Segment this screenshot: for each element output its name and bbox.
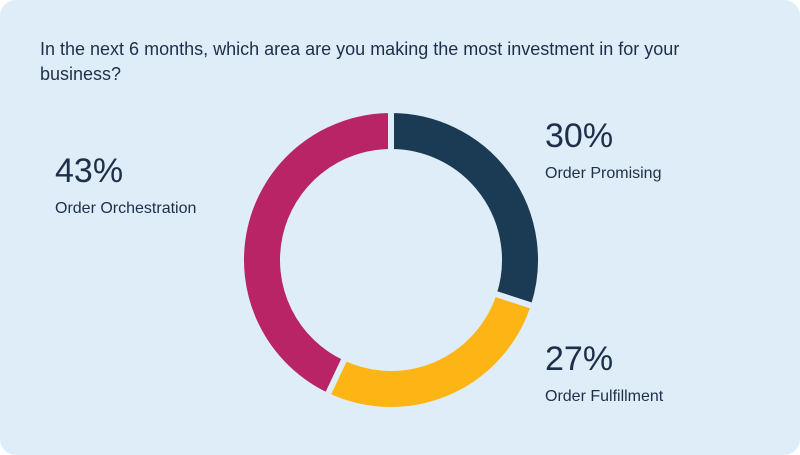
pie-slice: [323, 289, 538, 413]
pie-slice: [388, 106, 544, 311]
value-label: 43%: [55, 152, 123, 190]
value-label: 27%: [545, 340, 613, 378]
category-label: Order Fulfillment: [545, 388, 664, 405]
category-label: Order Orchestration: [55, 200, 196, 217]
category-label: Order Promising: [545, 165, 661, 182]
value-label: 30%: [545, 117, 613, 155]
chart-title: In the next 6 months, which area are you…: [40, 39, 680, 84]
pie-slice: [238, 106, 394, 400]
